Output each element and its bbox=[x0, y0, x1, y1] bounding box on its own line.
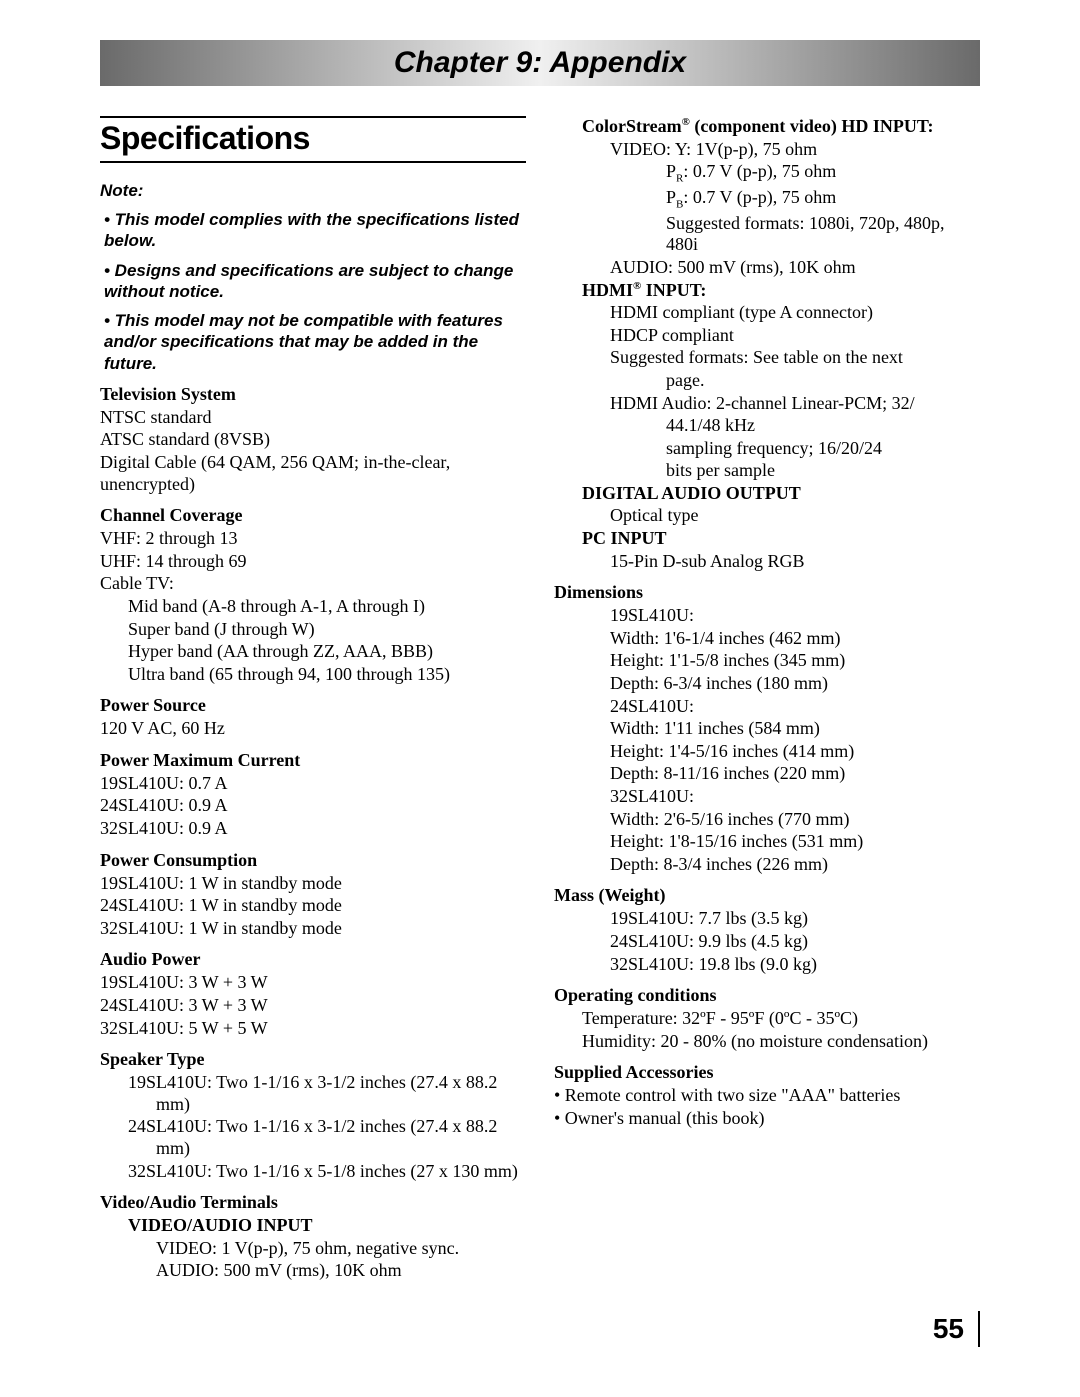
body-line: 44.1/48 kHz bbox=[554, 415, 980, 437]
body-subline: Mid band (A-8 through A-1, A through I) bbox=[100, 596, 526, 618]
tv-system-heading: Television System bbox=[100, 384, 526, 405]
body-line: Width: 1'6-1/4 inches (462 mm) bbox=[554, 628, 980, 650]
body-line: 19SL410U: 7.7 lbs (3.5 kg) bbox=[554, 908, 980, 930]
body-line: 19SL410U: 3 W + 3 W bbox=[100, 972, 526, 994]
left-column: Specifications Note: • This model compli… bbox=[100, 116, 526, 1283]
hdmi-heading: HDMI® INPUT: bbox=[554, 280, 980, 302]
body-line: Depth: 8-11/16 inches (220 mm) bbox=[554, 763, 980, 785]
body-line: Depth: 8-3/4 inches (226 mm) bbox=[554, 854, 980, 876]
power-source-heading: Power Source bbox=[100, 695, 526, 716]
body-line: HDCP compliant bbox=[554, 325, 980, 347]
speaker-heading: Speaker Type bbox=[100, 1049, 526, 1070]
body-line: 120 V AC, 60 Hz bbox=[100, 718, 526, 740]
digital-audio-heading: DIGITAL AUDIO OUTPUT bbox=[554, 483, 980, 505]
section-title: Specifications bbox=[100, 116, 526, 163]
body-line: page. bbox=[554, 370, 980, 392]
body-line: 24SL410U: bbox=[554, 696, 980, 718]
body-line: 19SL410U: bbox=[554, 605, 980, 627]
page-number: 55 bbox=[933, 1311, 980, 1347]
body-line: 24SL410U: 0.9 A bbox=[100, 795, 526, 817]
body-line: NTSC standard bbox=[100, 407, 526, 429]
body-line: Height: 1'8-15/16 inches (531 mm) bbox=[554, 831, 980, 853]
va-heading: Video/Audio Terminals bbox=[100, 1192, 526, 1213]
body-line: Suggested formats: 1080i, 720p, 480p, 48… bbox=[554, 213, 980, 256]
body-line: 24SL410U: 9.9 lbs (4.5 kg) bbox=[554, 931, 980, 953]
body-subline: Super band (J through W) bbox=[100, 619, 526, 641]
note-item: • This model may not be compatible with … bbox=[100, 310, 526, 374]
body-line: 32SL410U: 5 W + 5 W bbox=[100, 1018, 526, 1040]
dimensions-heading: Dimensions bbox=[554, 582, 980, 603]
note-heading: Note: bbox=[100, 181, 526, 201]
body-line: AUDIO: 500 mV (rms), 10K ohm bbox=[554, 257, 980, 279]
chapter-banner: Chapter 9: Appendix bbox=[100, 40, 980, 86]
body-line: Cable TV: bbox=[100, 573, 526, 595]
body-line: Humidity: 20 - 80% (no moisture condensa… bbox=[554, 1031, 980, 1053]
body-line: sampling frequency; 16/20/24 bbox=[554, 438, 980, 460]
page-content: Specifications Note: • This model compli… bbox=[0, 116, 1080, 1283]
audio-power-heading: Audio Power bbox=[100, 949, 526, 970]
body-line: • Owner's manual (this book) bbox=[554, 1108, 980, 1130]
body-line: 19SL410U: 0.7 A bbox=[100, 773, 526, 795]
body-subline: Hyper band (AA through ZZ, AAA, BBB) bbox=[100, 641, 526, 663]
body-line: 24SL410U: Two 1-1/16 x 3-1/2 inches (27.… bbox=[100, 1116, 526, 1159]
colorstream-heading: ColorStream® (component video) HD INPUT: bbox=[554, 116, 980, 138]
body-line: 32SL410U: bbox=[554, 786, 980, 808]
body-line: PR: 0.7 V (p-p), 75 ohm bbox=[554, 161, 980, 186]
body-line: • Remote control with two size "AAA" bat… bbox=[554, 1085, 980, 1107]
body-line: Width: 2'6-5/16 inches (770 mm) bbox=[554, 809, 980, 831]
body-line: UHF: 14 through 69 bbox=[100, 551, 526, 573]
body-line: 24SL410U: 1 W in standby mode bbox=[100, 895, 526, 917]
body-line: 32SL410U: Two 1-1/16 x 5-1/8 inches (27 … bbox=[100, 1161, 526, 1183]
body-line: bits per sample bbox=[554, 460, 980, 482]
body-line: HDMI Audio: 2-channel Linear-PCM; 32/ bbox=[554, 393, 980, 415]
va-input-heading: VIDEO/AUDIO INPUT bbox=[100, 1215, 526, 1237]
channel-heading: Channel Coverage bbox=[100, 505, 526, 526]
body-line: Optical type bbox=[554, 505, 980, 527]
body-line: Depth: 6-3/4 inches (180 mm) bbox=[554, 673, 980, 695]
body-line: VIDEO: Y: 1V(p-p), 75 ohm bbox=[554, 139, 980, 161]
note-item: • Designs and specifications are subject… bbox=[100, 260, 526, 303]
body-line: Height: 1'1-5/8 inches (345 mm) bbox=[554, 650, 980, 672]
note-item: • This model complies with the specifica… bbox=[100, 209, 526, 252]
body-line: Width: 1'11 inches (584 mm) bbox=[554, 718, 980, 740]
body-line: HDMI compliant (type A connector) bbox=[554, 302, 980, 324]
body-line: AUDIO: 500 mV (rms), 10K ohm bbox=[100, 1260, 526, 1282]
power-max-heading: Power Maximum Current bbox=[100, 750, 526, 771]
body-line: 32SL410U: 0.9 A bbox=[100, 818, 526, 840]
body-line: ATSC standard (8VSB) bbox=[100, 429, 526, 451]
right-column: ColorStream® (component video) HD INPUT:… bbox=[554, 116, 980, 1283]
body-subline: Ultra band (65 through 94, 100 through 1… bbox=[100, 664, 526, 686]
body-line: 32SL410U: 1 W in standby mode bbox=[100, 918, 526, 940]
accessories-heading: Supplied Accessories bbox=[554, 1062, 980, 1083]
body-line: 32SL410U: 19.8 lbs (9.0 kg) bbox=[554, 954, 980, 976]
body-line: 19SL410U: 1 W in standby mode bbox=[100, 873, 526, 895]
body-line: Digital Cable (64 QAM, 256 QAM; in-the-c… bbox=[100, 452, 526, 495]
body-line: VIDEO: 1 V(p-p), 75 ohm, negative sync. bbox=[100, 1238, 526, 1260]
body-line: PB: 0.7 V (p-p), 75 ohm bbox=[554, 187, 980, 212]
body-line: 19SL410U: Two 1-1/16 x 3-1/2 inches (27.… bbox=[100, 1072, 526, 1115]
body-line: Suggested formats: See table on the next bbox=[554, 347, 980, 369]
power-cons-heading: Power Consumption bbox=[100, 850, 526, 871]
mass-heading: Mass (Weight) bbox=[554, 885, 980, 906]
body-line: Height: 1'4-5/16 inches (414 mm) bbox=[554, 741, 980, 763]
body-line: 24SL410U: 3 W + 3 W bbox=[100, 995, 526, 1017]
operating-heading: Operating conditions bbox=[554, 985, 980, 1006]
body-line: 15-Pin D-sub Analog RGB bbox=[554, 551, 980, 573]
body-line: VHF: 2 through 13 bbox=[100, 528, 526, 550]
chapter-title: Chapter 9: Appendix bbox=[394, 46, 686, 80]
pc-input-heading: PC INPUT bbox=[554, 528, 980, 550]
body-line: Temperature: 32ºF - 95ºF (0ºC - 35ºC) bbox=[554, 1008, 980, 1030]
